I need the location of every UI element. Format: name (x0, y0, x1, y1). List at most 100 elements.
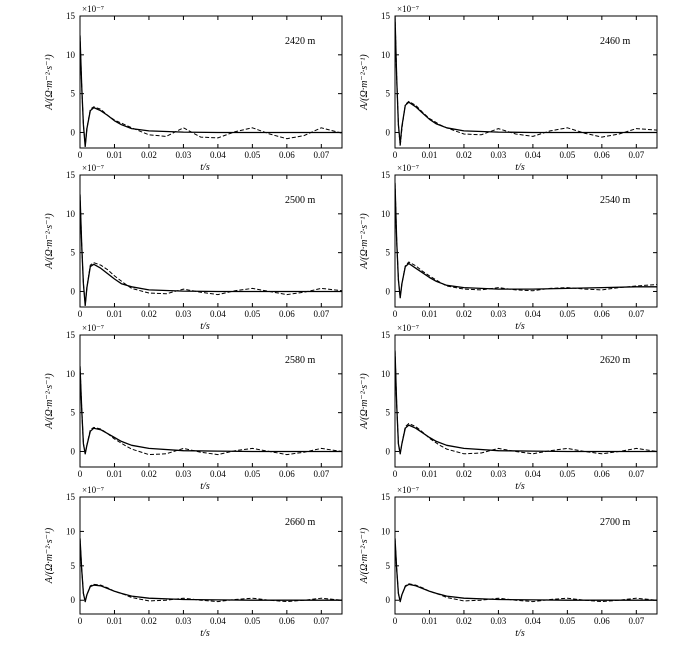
x-tick-label: 0.02 (456, 309, 472, 319)
series-solid-line (395, 16, 657, 145)
y-tick-label: 10 (66, 526, 76, 536)
y-tick-label: 10 (66, 50, 76, 60)
x-tick-label: 0.03 (176, 616, 192, 626)
subplot-7: 0 0.01 0.02 0.03 0.04 0.05 0.06 0.07 0 5 10 15 ×10⁻⁷… (44, 485, 343, 639)
series-solid-line (395, 182, 657, 299)
x-tick-label: 0.03 (176, 150, 192, 160)
plot-frame (79, 15, 343, 149)
y-tick-label: 5 (71, 408, 76, 418)
plot-frame (79, 174, 343, 308)
x-axis-label: t/s (515, 481, 525, 492)
x-tick-label: 0 (393, 309, 398, 319)
plot-frame (79, 334, 343, 468)
x-tick-label: 0.03 (491, 469, 507, 479)
x-tick-label: 0.05 (559, 309, 575, 319)
x-tick-label: 0.07 (313, 150, 329, 160)
y-tick-label: 15 (66, 330, 76, 340)
x-tick-label: 0.07 (628, 150, 644, 160)
x-tick-label: 0.02 (456, 469, 472, 479)
x-tick-label: 0.03 (176, 469, 192, 479)
y-tick-label: 0 (71, 286, 76, 296)
scale-label: ×10⁻⁷ (82, 4, 104, 14)
x-tick-label: 0.01 (422, 150, 438, 160)
plot-frame (394, 334, 658, 468)
series-solid-line (80, 35, 342, 148)
x-tick-label: 0 (78, 616, 83, 626)
x-tick-label: 0.05 (244, 150, 260, 160)
x-tick-label: 0.01 (107, 616, 123, 626)
y-tick-label: 5 (71, 561, 76, 571)
x-tick-label: 0.03 (491, 150, 507, 160)
series-dashed-line (80, 35, 342, 147)
plot-frame (79, 496, 343, 615)
x-tick-label: 0 (78, 309, 83, 319)
x-axis-label: t/s (515, 321, 525, 332)
x-tick-label: 0.05 (559, 150, 575, 160)
x-axis-label: t/s (200, 321, 210, 332)
x-tick-label: 0.02 (456, 150, 472, 160)
scale-label: ×10⁻⁷ (82, 163, 104, 173)
scale-label: ×10⁻⁷ (397, 485, 419, 495)
y-tick-label: 0 (71, 446, 76, 456)
x-tick-label: 0.07 (628, 309, 644, 319)
x-tick-label: 0.05 (244, 469, 260, 479)
y-tick-label: 0 (386, 127, 391, 137)
depth-annotation: 2500 m (285, 195, 316, 206)
x-tick-label: 0 (78, 469, 83, 479)
subplot-4: 0 0.01 0.02 0.03 0.04 0.05 0.06 0.07 0 5 10 15 ×10⁻⁷… (359, 163, 658, 332)
x-tick-label: 0.05 (244, 616, 260, 626)
y-tick-label: 10 (381, 50, 391, 60)
depth-annotation: 2420 m (285, 36, 316, 47)
plot-frame (394, 496, 658, 615)
series-solid-line (80, 366, 342, 455)
y-tick-label: 10 (381, 526, 391, 536)
depth-annotation: 2620 m (600, 355, 631, 366)
x-tick-label: 0.06 (594, 309, 610, 319)
plot-frame (394, 15, 658, 149)
y-axis-label: A/(Ω·m⁻²·s⁻¹) (359, 373, 370, 430)
scale-label: ×10⁻⁷ (82, 323, 104, 333)
y-tick-label: 0 (71, 127, 76, 137)
y-tick-label: 10 (66, 209, 76, 219)
x-tick-label: 0.04 (525, 309, 541, 319)
x-tick-label: 0.07 (313, 469, 329, 479)
x-tick-label: 0.06 (279, 616, 295, 626)
x-axis-label: t/s (515, 628, 525, 639)
y-tick-label: 5 (71, 89, 76, 99)
y-axis-label: A/(Ω·m⁻²·s⁻¹) (359, 54, 370, 111)
y-axis-label: A/(Ω·m⁻²·s⁻¹) (44, 373, 55, 430)
x-tick-label: 0.05 (559, 469, 575, 479)
y-tick-label: 15 (381, 330, 391, 340)
x-tick-label: 0.01 (422, 309, 438, 319)
x-tick-label: 0.07 (628, 616, 644, 626)
y-axis-label: A/(Ω·m⁻²·s⁻¹) (44, 213, 55, 270)
x-tick-label: 0.06 (594, 469, 610, 479)
subplot-8: 0 0.01 0.02 0.03 0.04 0.05 0.06 0.07 0 5 10 15 ×10⁻⁷… (359, 485, 658, 639)
x-tick-label: 0.01 (422, 616, 438, 626)
series-solid-line (395, 350, 657, 455)
x-tick-label: 0.06 (279, 469, 295, 479)
x-tick-label: 0.01 (107, 469, 123, 479)
y-tick-label: 15 (66, 492, 76, 502)
depth-annotation: 2540 m (600, 195, 631, 206)
scale-label: ×10⁻⁷ (397, 163, 419, 173)
y-tick-label: 5 (386, 561, 391, 571)
subplot-2: 0 0.01 0.02 0.03 0.04 0.05 0.06 0.07 0 5 10 15 ×10⁻⁷… (359, 4, 658, 173)
x-tick-label: 0.02 (141, 150, 157, 160)
subplot-3: 0 0.01 0.02 0.03 0.04 0.05 0.06 0.07 0 5 10 15 ×10⁻⁷… (44, 163, 343, 332)
y-tick-label: 0 (386, 286, 391, 296)
x-axis-label: t/s (200, 162, 210, 173)
x-tick-label: 0.04 (210, 469, 226, 479)
x-tick-label: 0.05 (559, 616, 575, 626)
y-axis-label: A/(Ω·m⁻²·s⁻¹) (44, 527, 55, 584)
y-tick-label: 15 (66, 11, 76, 21)
series-dashed-line (80, 366, 342, 456)
y-axis-label: A/(Ω·m⁻²·s⁻¹) (359, 527, 370, 584)
plot-frame (394, 174, 658, 308)
x-tick-label: 0 (78, 150, 83, 160)
subplot-1: 0 0.01 0.02 0.03 0.04 0.05 0.06 0.07 0 5 10 15 ×10⁻⁷… (44, 4, 343, 173)
series-solid-line (395, 538, 657, 603)
x-tick-label: 0.06 (594, 616, 610, 626)
y-tick-label: 0 (386, 595, 391, 605)
